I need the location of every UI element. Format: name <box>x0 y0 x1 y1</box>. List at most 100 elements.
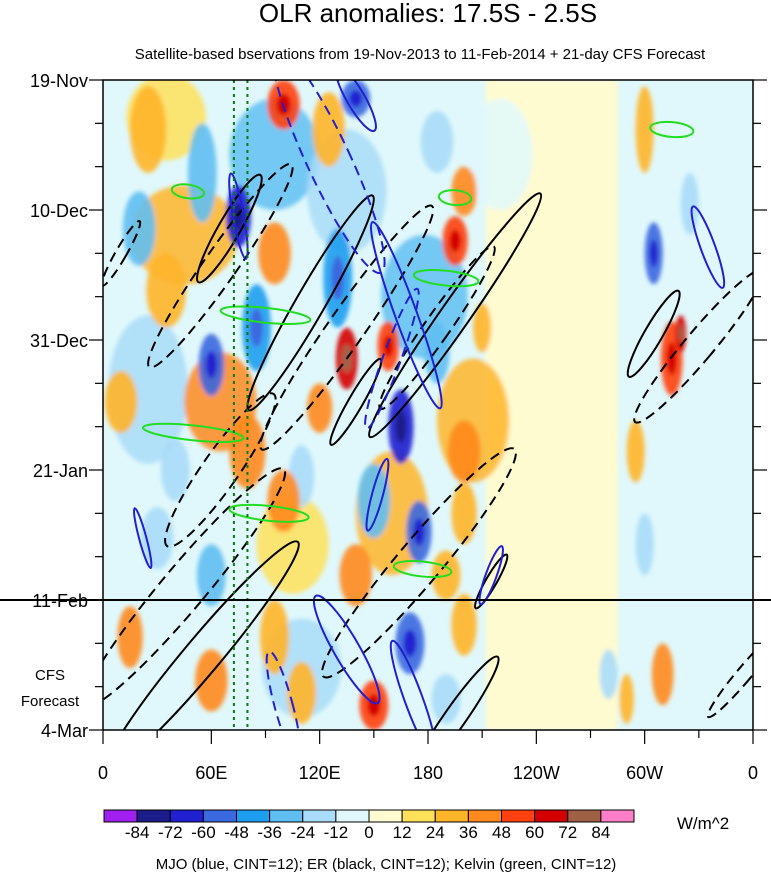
anomaly-blob <box>258 222 291 285</box>
mjo-contour <box>132 507 153 570</box>
anomaly-blob <box>146 253 187 328</box>
anomaly-blob <box>187 123 217 223</box>
er-contour <box>196 173 263 284</box>
anomaly-filament <box>229 98 320 210</box>
colorbar-label: 12 <box>393 823 412 842</box>
anomaly-core <box>413 518 425 546</box>
colorbar: -84 -72 -60 -48 -36 -24 -12 0 12 24 36 48 60 72 84 <box>103 809 635 842</box>
anomaly-blob <box>447 420 481 483</box>
anomaly-blob <box>473 302 492 353</box>
er-contour <box>103 220 142 287</box>
x-tick-label: 60E <box>195 763 227 783</box>
plot-area <box>0 79 771 731</box>
anomaly-field <box>104 80 699 730</box>
anomaly-core <box>666 342 677 375</box>
er-contour <box>706 630 753 719</box>
colorbar-label: 0 <box>364 823 373 842</box>
anomaly-blob <box>117 606 143 669</box>
x-tick-label: 120W <box>513 763 560 783</box>
colorbar-swatch <box>567 809 602 823</box>
anomaly-blob <box>635 513 654 576</box>
er-contour <box>474 553 509 610</box>
mjo-contour <box>478 545 504 606</box>
forecast-annotation-line2: Forecast <box>21 693 80 710</box>
kelvin-contour <box>141 422 245 443</box>
kelvin-contour <box>219 305 312 326</box>
kelvin-contour <box>437 189 473 207</box>
anomaly-blob <box>130 86 167 173</box>
y-tick-label: 11-Feb <box>32 591 88 611</box>
forecast-annotation-line1: CFS <box>35 667 65 684</box>
er-contour <box>626 289 681 378</box>
kelvin-contour <box>412 268 480 288</box>
colorbar-swatch <box>136 809 171 823</box>
anomaly-core <box>349 90 363 107</box>
mjo-contour <box>334 80 377 133</box>
y-tick-label: 19-Nov <box>30 71 88 91</box>
anomaly-blob <box>619 674 634 724</box>
x-tick-label: 0 <box>98 763 108 783</box>
kelvin-contour <box>228 503 310 523</box>
mjo-contour <box>265 650 302 730</box>
anomaly-core <box>367 694 381 717</box>
anomaly-blob <box>599 649 618 700</box>
er-contour <box>164 392 277 548</box>
anomaly-core <box>403 629 417 657</box>
mjo-contour <box>228 172 249 260</box>
mjo-contour <box>369 221 443 410</box>
anomaly-blob <box>287 661 317 724</box>
colorbar-swatch <box>434 809 469 823</box>
er-contour <box>246 194 375 412</box>
er-contour <box>104 540 300 730</box>
anomaly-blob <box>160 439 190 501</box>
y-tick-label: 31-Dec <box>30 331 88 351</box>
chart-title: OLR anomalies: 17.5S - 2.5S <box>259 0 597 28</box>
anomaly-blob <box>424 321 450 384</box>
colorbar-swatch <box>236 809 271 823</box>
colorbar-swatch <box>169 809 204 823</box>
contour-legend: MJO (blue, CINT=12); ER (black, CINT=12)… <box>156 856 617 873</box>
mjo-contour <box>364 287 420 430</box>
colorbar-label: -72 <box>158 823 183 842</box>
colorbar-label: 48 <box>492 823 511 842</box>
y-tick-label: 4-Mar <box>41 721 88 741</box>
anomaly-filament <box>467 98 533 210</box>
er-contour <box>103 467 287 708</box>
anomaly-core <box>250 308 263 347</box>
er-contour <box>368 192 543 439</box>
y-tick-label: 10-Dec <box>30 201 88 221</box>
colorbar-label: 24 <box>426 823 445 842</box>
kelvin-contour <box>649 120 695 139</box>
anomaly-core <box>649 239 658 267</box>
colorbar-swatch <box>600 809 635 823</box>
y-axis: 19-Nov 10-Dec 31-Dec 21-Jan 11-Feb 4-Mar <box>30 71 767 741</box>
wave-contours <box>103 80 753 730</box>
colorbar-label: 84 <box>591 823 610 842</box>
anomaly-blob <box>680 172 699 235</box>
anomaly-core <box>678 325 684 342</box>
anomaly-blob <box>122 191 156 266</box>
reference-lines <box>232 80 249 730</box>
anomaly-blob <box>420 110 454 173</box>
anomaly-blob <box>267 470 300 532</box>
anomaly-blob <box>104 370 138 433</box>
x-tick-label: 120E <box>299 763 341 783</box>
anomaly-blob <box>635 86 654 173</box>
er-contour <box>147 162 294 369</box>
colorbar-label: 36 <box>459 823 478 842</box>
anomaly-blob <box>260 600 289 675</box>
x-tick-label: 180 <box>413 763 443 783</box>
anomaly-blob <box>626 420 645 483</box>
colorbar-label: -12 <box>324 823 349 842</box>
colorbar-swatch <box>368 809 403 823</box>
colorbar-label: -84 <box>125 823 150 842</box>
anomaly-blob <box>451 593 477 656</box>
anomaly-blob <box>431 674 461 724</box>
colorbar-label: -48 <box>224 823 249 842</box>
anomaly-core <box>383 335 394 358</box>
anomaly-core <box>395 410 407 444</box>
colorbar-label: 60 <box>525 823 544 842</box>
colorbar-units: W/m^2 <box>677 814 729 833</box>
mjo-contour <box>365 457 390 532</box>
